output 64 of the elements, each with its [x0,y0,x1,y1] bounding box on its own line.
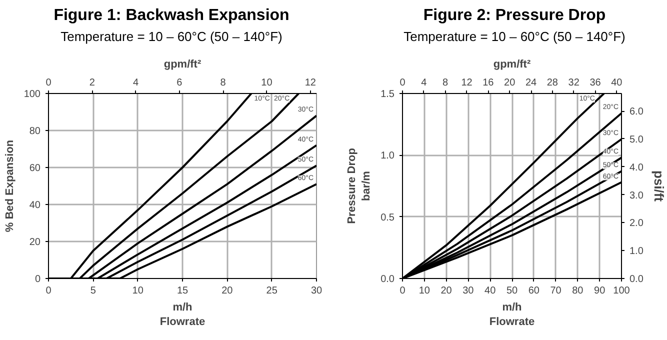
x2-tick-label: 32 [568,78,580,88]
x-tick-label: 25 [266,286,278,296]
x2-axis-title: gpm/ft² [164,58,202,70]
y2-tick-label: 2.0 [630,218,644,230]
y2-tick-label: 6.0 [630,106,644,118]
x-tick-label: 80 [572,286,584,296]
y-tick-label: 1.5 [380,89,395,100]
y-tick-label: 20 [29,237,41,248]
x2-tick-label: 24 [525,78,538,88]
x2-tick-label: 0 [400,78,406,88]
y-axis-title: Pressure Drop bar/m [346,148,373,224]
x2-tick-label: 36 [590,78,602,88]
x2-tick-label: 16 [482,78,494,88]
x-tick-label: 20 [440,286,452,296]
y2-axis-title: psi/ft [651,170,666,202]
x2-tick-label: 28 [546,78,558,88]
x2-tick-label: 2 [89,78,96,88]
x-tick-label: 15 [176,286,188,296]
x-tick-label: 10 [418,286,430,296]
y-tick-label: 0.0 [380,274,395,285]
x2-tick-label: 6 [176,78,183,88]
chart-title: Figure 1: Backwash Expansion [54,7,290,24]
x-tick-label: 0 [400,286,406,296]
x-axis-title: m/h Flowrate [160,302,206,328]
y2-tick-label: 3.0 [630,190,644,202]
y2-tick-label: 1.0 [630,246,644,258]
x2-tick-label: 4 [421,78,428,88]
x-tick-label: 50 [506,286,518,296]
x-tick-label: 0 [46,286,52,296]
x2-tick-label: 12 [461,78,473,88]
x2-tick-label: 0 [46,78,52,88]
y-tick-label: 1.0 [380,150,395,162]
chart-subtitle: Temperature = 10 – 60°C (50 – 140°F) [404,28,626,44]
y-tick-label: 0 [34,274,41,285]
y-axis-title: % Bed Expansion [4,140,16,232]
x-tick-label: 30 [310,286,322,296]
x-tick-label: 70 [550,286,562,296]
x-tick-label: 40 [484,286,496,296]
x-tick-label: 60 [528,286,540,296]
y2-tick-label: 0.0 [630,274,644,285]
y-tick-label: 100 [24,89,41,100]
x2-tick-label: 12 [304,78,316,88]
x2-tick-label: 8 [442,78,449,88]
x2-tick-label: 40 [611,78,623,88]
chart-subtitle: Temperature = 10 – 60°C (50 – 140°F) [60,28,282,44]
x-tick-label: 90 [594,286,606,296]
x-tick-label: 5 [90,286,96,296]
y-tick-label: 80 [29,126,41,137]
x-tick-label: 100 [613,286,630,296]
y2-tick-label: 5.0 [630,134,644,146]
x2-tick-label: 10 [261,78,273,88]
y-tick-label: 40 [29,200,41,211]
x-tick-label: 20 [222,286,234,296]
x2-tick-label: 8 [220,78,226,88]
x-tick-label: 30 [462,286,474,296]
chart-title: Figure 2: Pressure Drop [423,7,606,24]
y-tick-label: 0.5 [380,212,395,224]
x2-tick-label: 4 [133,78,140,88]
x2-axis-title: gpm/ft² [493,58,531,70]
y2-tick-label: 4.0 [630,162,644,174]
x-tick-label: 10 [132,286,144,296]
y-tick-label: 60 [29,163,41,174]
x-axis-title: m/h Flowrate [489,302,535,328]
x2-tick-label: 20 [504,78,516,88]
